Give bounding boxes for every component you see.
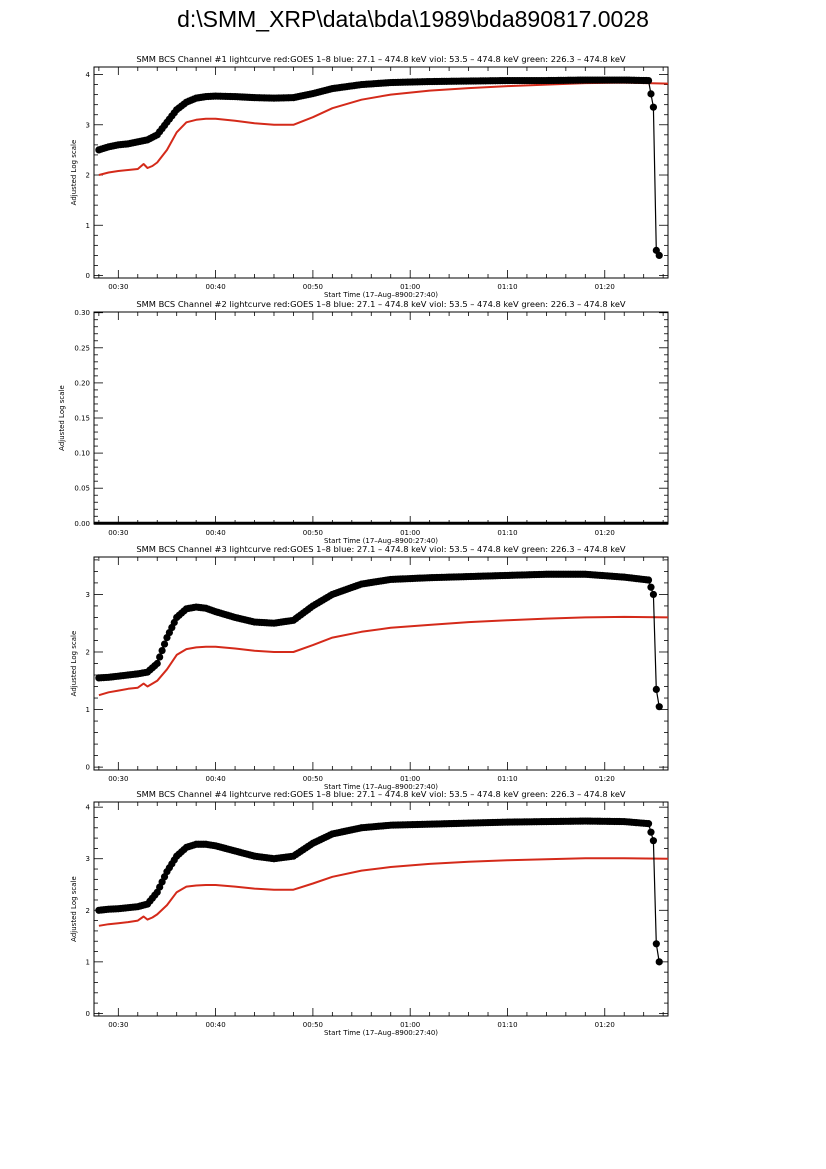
plot-frame <box>93 801 669 1017</box>
x-tick-label: 01:00 <box>400 1021 420 1029</box>
data-point <box>652 685 660 694</box>
series-line-1 <box>98 81 669 176</box>
data-point <box>649 837 658 845</box>
x-tick-label: 00:40 <box>206 1021 226 1029</box>
x-tick-label: 00:40 <box>206 283 226 291</box>
chart-title: SMM BCS Channel #3 lightcurve red:GOES 1… <box>136 544 626 554</box>
x-tick-label: 00:30 <box>108 1021 128 1029</box>
x-tick-label: 00:50 <box>303 1021 323 1029</box>
y-tick-label: 0.15 <box>74 415 90 423</box>
page-title: d:\SMM_XRP\data\bda\1989\bda890817.0028 <box>177 6 649 32</box>
plot-frame <box>93 556 669 771</box>
y-tick-label: 0.00 <box>74 520 90 528</box>
series-points-2 <box>95 570 663 711</box>
y-tick-label: 1 <box>86 958 90 966</box>
x-tick-label: 01:10 <box>497 529 517 537</box>
data-point <box>649 103 658 111</box>
x-tick-label: 00:30 <box>108 529 128 537</box>
data-point <box>652 940 660 948</box>
y-tick-label: 2 <box>86 648 90 656</box>
y-tick-label: 2 <box>86 907 90 915</box>
x-tick-label: 01:00 <box>400 283 420 291</box>
x-axis-label: Start Time (17–Aug–8900:27:40) <box>324 291 438 299</box>
data-point <box>655 958 663 966</box>
x-tick-label: 01:00 <box>400 775 420 783</box>
y-axis-label: Adjusted Log scale <box>70 631 78 697</box>
data-point <box>647 828 655 836</box>
y-tick-label: 3 <box>86 591 90 599</box>
data-point <box>647 90 655 98</box>
x-tick-label: 00:50 <box>303 775 323 783</box>
data-point <box>649 590 658 599</box>
y-tick-label: 4 <box>86 804 91 812</box>
x-tick-label: 01:20 <box>595 1021 615 1029</box>
y-tick-label: 2 <box>86 172 90 180</box>
data-point <box>156 653 164 661</box>
y-tick-label: 0.20 <box>74 379 90 387</box>
x-tick-label: 01:10 <box>497 1021 517 1029</box>
x-tick-label: 00:30 <box>108 775 128 783</box>
y-tick-label: 1 <box>86 706 90 714</box>
chart-panel-4: SMM BCS Channel #4 lightcurve red:GOES 1… <box>70 789 669 1037</box>
x-axis-label: Start Time (17–Aug–8900:27:40) <box>324 783 438 791</box>
y-tick-label: 0 <box>86 764 90 772</box>
y-tick-label: 0.10 <box>74 450 90 458</box>
y-tick-label: 3 <box>86 121 90 129</box>
series-points-2 <box>95 817 663 966</box>
data-point <box>647 583 655 591</box>
series-line-2 <box>98 820 660 962</box>
y-tick-label: 3 <box>86 855 90 863</box>
x-tick-label: 00:40 <box>206 775 226 783</box>
x-tick-label: 01:10 <box>497 283 517 291</box>
x-tick-label: 01:10 <box>497 775 517 783</box>
x-axis-label: Start Time (17–Aug–8900:27:40) <box>324 537 438 545</box>
x-tick-label: 00:50 <box>303 529 323 537</box>
plot-frame <box>93 311 669 525</box>
chart-title: SMM BCS Channel #1 lightcurve red:GOES 1… <box>136 54 626 64</box>
y-tick-label: 0.30 <box>74 309 90 317</box>
chart-panel-3: SMM BCS Channel #3 lightcurve red:GOES 1… <box>70 544 669 791</box>
y-tick-label: 1 <box>86 222 90 230</box>
data-point <box>644 76 653 85</box>
data-point <box>153 659 161 668</box>
y-axis-label: Adjusted Log scale <box>70 140 78 206</box>
chart-title: SMM BCS Channel #4 lightcurve red:GOES 1… <box>136 789 626 799</box>
data-point <box>160 640 169 648</box>
y-axis-label: Adjusted Log scale <box>58 385 66 451</box>
x-tick-label: 01:20 <box>595 775 615 783</box>
chart-panel-2: SMM BCS Channel #2 lightcurve red:GOES 1… <box>58 299 669 545</box>
y-tick-label: 0.25 <box>74 344 90 352</box>
y-tick-label: 0.05 <box>74 485 90 493</box>
x-tick-label: 00:30 <box>108 283 128 291</box>
y-tick-label: 4 <box>86 71 91 79</box>
y-tick-label: 0 <box>86 1010 90 1018</box>
plot-frame <box>93 66 669 279</box>
x-tick-label: 00:40 <box>206 529 226 537</box>
series-line-1 <box>98 615 669 697</box>
x-tick-label: 01:00 <box>400 529 420 537</box>
x-tick-label: 01:20 <box>595 283 615 291</box>
data-point <box>158 646 166 655</box>
y-tick-label: 0 <box>86 272 90 280</box>
x-tick-label: 00:50 <box>303 283 323 291</box>
chart-title: SMM BCS Channel #2 lightcurve red:GOES 1… <box>136 299 626 309</box>
data-point <box>644 576 653 584</box>
series-line-2 <box>98 573 660 707</box>
data-point <box>655 703 663 711</box>
y-axis-label: Adjusted Log scale <box>70 876 78 942</box>
series-points-2 <box>95 76 663 259</box>
data-point <box>644 820 653 828</box>
x-axis-label: Start Time (17–Aug–8900:27:40) <box>324 1029 438 1037</box>
chart-panel-1: SMM BCS Channel #1 lightcurve red:GOES 1… <box>70 54 669 299</box>
x-tick-label: 01:20 <box>595 529 615 537</box>
data-point <box>655 251 663 259</box>
series-line-1 <box>98 857 669 927</box>
